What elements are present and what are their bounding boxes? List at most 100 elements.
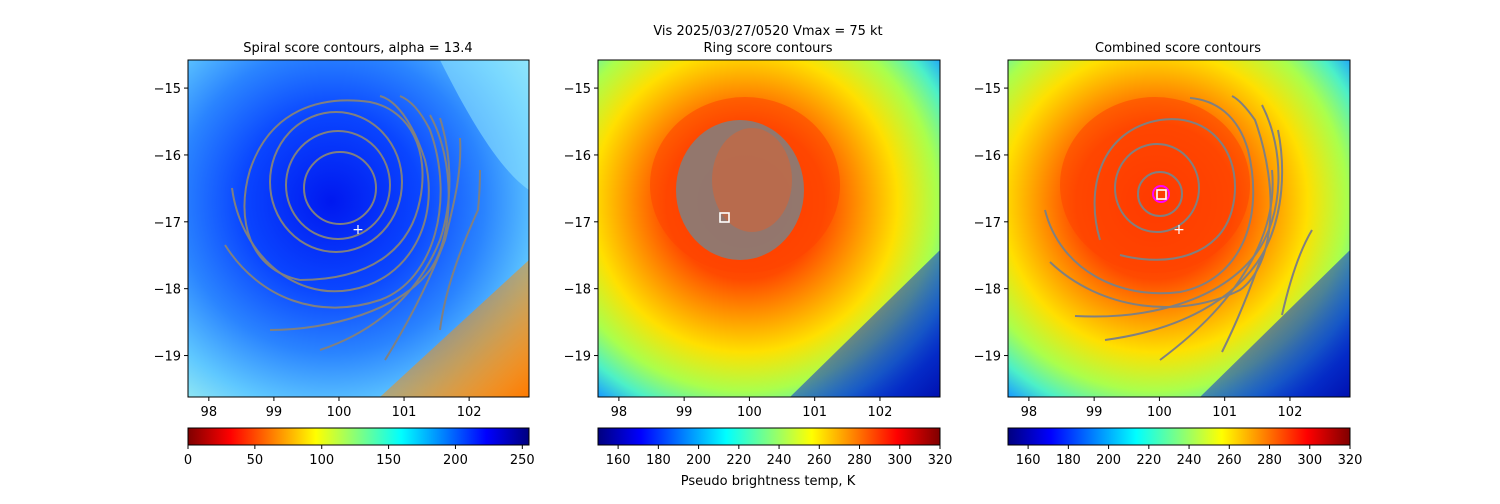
x-tick-label: 101 bbox=[802, 405, 827, 420]
y-axis: −15 −16 −17 −18 −19 bbox=[154, 82, 188, 365]
warm-core bbox=[1060, 97, 1250, 273]
y-tick-label: −15 bbox=[974, 82, 1001, 97]
colorbar-tick-label: 240 bbox=[1177, 453, 1202, 468]
colorbar-tick-label: 160 bbox=[1016, 453, 1041, 468]
x-tick-label: 98 bbox=[201, 405, 218, 420]
contour-line bbox=[231, 95, 430, 293]
colorbar-tick-label: 280 bbox=[847, 453, 872, 468]
x-tick-label: 98 bbox=[1021, 405, 1038, 420]
colorbar-tick-label: 180 bbox=[646, 453, 671, 468]
colorbar-tick-label: 280 bbox=[1257, 453, 1282, 468]
contour-line bbox=[285, 130, 391, 240]
y-tick-label: −16 bbox=[974, 149, 1001, 164]
y-tick-label: −17 bbox=[154, 216, 181, 231]
contour-line bbox=[1093, 118, 1237, 261]
contour-line bbox=[269, 111, 403, 253]
x-tick-label: 102 bbox=[868, 405, 893, 420]
colorbar-tick-label: 300 bbox=[1297, 453, 1322, 468]
contour-blob bbox=[676, 120, 804, 260]
colorbar-gradient bbox=[597, 427, 941, 446]
colorbar-tick-label: 320 bbox=[1338, 453, 1363, 468]
y-axis: −15 −16 −17 −18 −19 bbox=[564, 82, 598, 365]
colorbar-gradient bbox=[1007, 427, 1351, 446]
colorbar-gradient bbox=[187, 427, 530, 446]
contour-line bbox=[1281, 229, 1313, 316]
y-tick-label: −18 bbox=[154, 283, 181, 298]
x-axis: 98 99 100 101 102 bbox=[201, 397, 482, 420]
panel-spiral: Spiral score contours, alpha = 13.4 + 98… bbox=[154, 41, 530, 420]
contour-line bbox=[243, 99, 424, 281]
cold-region bbox=[1200, 250, 1350, 397]
plot-frame bbox=[187, 59, 530, 398]
colorbar-tick-label: 160 bbox=[606, 453, 631, 468]
colorbar-tick-label: 200 bbox=[686, 453, 711, 468]
y-tick-label: −19 bbox=[974, 350, 1001, 365]
contour-line bbox=[384, 137, 462, 361]
y-tick-label: −18 bbox=[564, 283, 591, 298]
colorbar-label: Pseudo brightness temp, K bbox=[681, 474, 856, 489]
y-tick-label: −18 bbox=[974, 283, 1001, 298]
x-tick-label: 100 bbox=[737, 405, 762, 420]
y-tick-label: −17 bbox=[564, 216, 591, 231]
colorbar-tick-label: 200 bbox=[1096, 453, 1121, 468]
y-tick-label: −15 bbox=[564, 82, 591, 97]
colorbar-tick-label: 300 bbox=[887, 453, 912, 468]
panel-title: Combined score contours bbox=[1095, 41, 1261, 56]
y-tick-label: −19 bbox=[564, 350, 591, 365]
x-tick-label: 98 bbox=[611, 405, 628, 420]
x-tick-label: 102 bbox=[1278, 405, 1303, 420]
colorbar-tick-label: 220 bbox=[726, 453, 751, 468]
x-tick-label: 101 bbox=[392, 405, 417, 420]
cold-region bbox=[790, 250, 940, 397]
combined-center-marker bbox=[1156, 189, 1167, 200]
x-tick-label: 99 bbox=[266, 405, 283, 420]
panel-ring: Ring score contours 98 99 100 101 102 −15 −16… bbox=[564, 41, 941, 420]
y-tick-label: −16 bbox=[564, 149, 591, 164]
cyan-bands bbox=[440, 60, 529, 190]
plot-frame bbox=[1007, 59, 1351, 398]
contour-line bbox=[303, 151, 377, 225]
colorbar-tick-label: 220 bbox=[1136, 453, 1161, 468]
x-tick-label: 99 bbox=[1086, 405, 1103, 420]
contour-line bbox=[1159, 169, 1274, 361]
colorbar-tick-label: 100 bbox=[309, 453, 334, 468]
contour-line bbox=[1137, 171, 1183, 217]
contour-line bbox=[269, 114, 450, 331]
y-tick-label: −16 bbox=[154, 149, 181, 164]
contour-line bbox=[1221, 254, 1263, 353]
combined-contours bbox=[1044, 95, 1313, 361]
x-tick-label: 99 bbox=[676, 405, 693, 420]
colorbar-ring: 160 180 200 220 240 260 280 300 320 bbox=[597, 427, 953, 468]
contour-line bbox=[439, 169, 481, 331]
colorbar-spiral: 0 50 100 150 200 250 bbox=[184, 427, 535, 468]
x-tick-label: 100 bbox=[1147, 405, 1172, 420]
colorbar-tick-label: 260 bbox=[807, 453, 832, 468]
contour-line bbox=[1114, 143, 1200, 233]
colorbar-tick-label: 0 bbox=[184, 453, 192, 468]
y-tick-label: −15 bbox=[154, 82, 181, 97]
colorbar-tick-label: 180 bbox=[1056, 453, 1081, 468]
contour-line bbox=[1044, 97, 1255, 295]
colorbar-combined: 160 180 200 220 240 260 280 300 320 bbox=[1007, 427, 1363, 468]
colorbar-tick-label: 50 bbox=[247, 453, 264, 468]
x-tick-label: 100 bbox=[327, 405, 352, 420]
x-axis: 98 99 100 101 102 bbox=[1021, 397, 1303, 420]
center-marker: + bbox=[352, 222, 364, 238]
colorbar-tick-label: 150 bbox=[376, 453, 401, 468]
x-tick-label: 102 bbox=[457, 405, 482, 420]
colorbar-tick-label: 260 bbox=[1217, 453, 1242, 468]
panel-title: Ring score contours bbox=[703, 41, 832, 56]
colorbar-tick-label: 200 bbox=[443, 453, 468, 468]
y-axis: −15 −16 −17 −18 −19 bbox=[974, 82, 1008, 365]
x-axis: 98 99 100 101 102 bbox=[611, 397, 893, 420]
panel-combined: Combined score contours + 98 99 100 101 102 … bbox=[974, 41, 1351, 420]
warm-region bbox=[380, 260, 529, 397]
colorbar-tick-label: 320 bbox=[928, 453, 953, 468]
x-tick-label: 101 bbox=[1212, 405, 1237, 420]
spiral-contours bbox=[224, 95, 481, 361]
y-tick-label: −17 bbox=[974, 216, 1001, 231]
ring-center-marker bbox=[719, 212, 730, 223]
plot-frame bbox=[597, 59, 941, 398]
figure-suptitle: Vis 2025/03/27/0520 Vmax = 75 kt bbox=[653, 24, 882, 39]
